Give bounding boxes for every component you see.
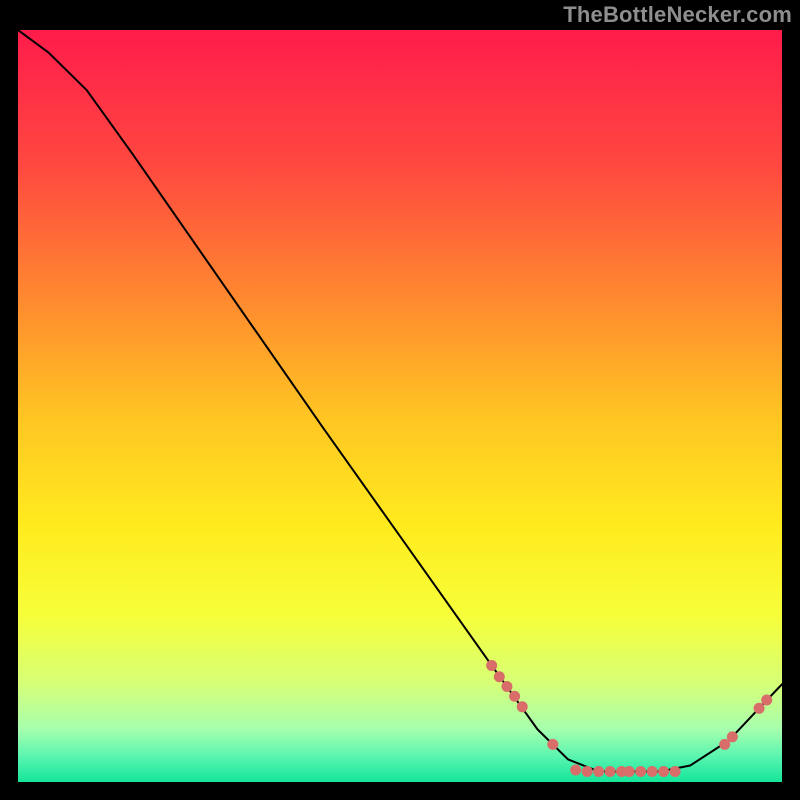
data-marker — [594, 766, 604, 776]
data-marker — [762, 695, 772, 705]
data-marker — [670, 766, 680, 776]
data-marker — [605, 766, 615, 776]
data-marker — [510, 691, 520, 701]
data-marker — [494, 672, 504, 682]
attribution-label: TheBottleNecker.com — [563, 2, 792, 28]
data-marker — [582, 766, 592, 776]
data-marker — [548, 739, 558, 749]
data-marker — [727, 732, 737, 742]
data-marker — [636, 766, 646, 776]
data-marker — [720, 739, 730, 749]
data-marker — [517, 702, 527, 712]
data-marker — [502, 682, 512, 692]
data-marker — [647, 766, 657, 776]
chart-stage: TheBottleNecker.com — [0, 0, 800, 800]
bottleneck-curve — [18, 30, 782, 771]
data-marker — [624, 766, 634, 776]
data-marker — [487, 660, 497, 670]
data-marker — [754, 703, 764, 713]
data-marker — [571, 765, 581, 775]
plot-area — [18, 30, 782, 782]
plot-svg — [18, 30, 782, 782]
data-marker — [659, 766, 669, 776]
